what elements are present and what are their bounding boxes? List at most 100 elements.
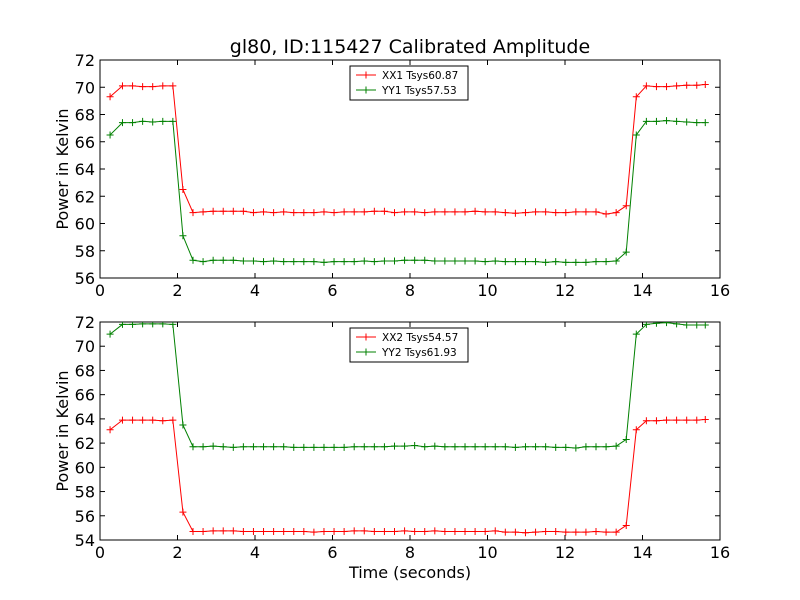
x-tick-label: 4 [250, 543, 260, 562]
data-point [350, 208, 358, 216]
data-point [199, 443, 207, 451]
data-point [622, 435, 630, 443]
data-point [411, 208, 419, 216]
data-point [300, 443, 308, 451]
data-point [106, 93, 114, 101]
data-point [280, 258, 288, 266]
data-point [139, 83, 147, 91]
series-line-1 [109, 418, 706, 534]
legend-label: YY2 Tsys61.93 [381, 347, 457, 359]
data-point [441, 528, 449, 536]
data-point [300, 209, 308, 217]
data-point [481, 208, 489, 216]
y-tick-label: 60 [75, 458, 95, 477]
data-point [219, 443, 227, 451]
data-point [249, 209, 257, 217]
data-point [511, 209, 519, 217]
x-tick-label: 16 [710, 543, 730, 562]
data-point [652, 117, 660, 125]
data-point [179, 232, 187, 240]
data-point [451, 528, 459, 536]
data-point [693, 322, 701, 329]
data-point [350, 258, 358, 266]
x-tick-label: 2 [172, 281, 182, 300]
data-point [169, 416, 177, 424]
data-point [572, 258, 580, 266]
data-point [219, 207, 227, 215]
y-tick-label: 62 [75, 434, 95, 453]
data-point [471, 207, 479, 215]
data-point [270, 443, 278, 451]
data-point [260, 258, 268, 266]
data-point [431, 257, 439, 265]
data-point [511, 443, 519, 451]
data-point [622, 521, 630, 529]
data-point [129, 82, 137, 90]
data-point [521, 443, 529, 451]
data-point [683, 81, 691, 89]
x-tick-label: 12 [555, 543, 575, 562]
data-point [149, 322, 157, 328]
data-point [380, 257, 388, 265]
data-point [663, 83, 671, 91]
data-point [169, 117, 177, 125]
data-point [612, 528, 620, 536]
data-point [632, 131, 640, 139]
data-point [350, 443, 358, 451]
data-point [330, 209, 338, 217]
data-point [260, 443, 268, 451]
data-point [118, 119, 126, 127]
data-point [330, 258, 338, 266]
data-point [239, 528, 247, 536]
data-point [552, 528, 560, 536]
data-point [106, 330, 114, 338]
data-point [663, 416, 671, 424]
data-point [471, 257, 479, 265]
data-point [320, 208, 328, 216]
data-point [461, 443, 469, 451]
data-point [199, 528, 207, 536]
x-tick-label: 10 [477, 543, 497, 562]
data-point [300, 258, 308, 266]
data-point [189, 528, 197, 536]
data-point [562, 258, 570, 266]
data-point [249, 257, 257, 265]
x-tick-label: 0 [95, 281, 105, 300]
y-tick-label: 56 [75, 269, 95, 288]
y-tick-label: 70 [75, 78, 95, 97]
data-point [461, 528, 469, 536]
data-point [340, 443, 348, 451]
data-point [360, 257, 368, 265]
data-point [471, 528, 479, 536]
data-point [673, 82, 681, 90]
data-point [421, 209, 429, 217]
data-point [481, 528, 489, 536]
series-line-1 [109, 84, 706, 215]
data-point [360, 208, 368, 216]
data-point [129, 119, 137, 127]
data-point [441, 208, 449, 216]
data-point [411, 442, 419, 450]
data-point [229, 207, 237, 215]
y-tick-label: 58 [75, 483, 95, 502]
y-axis-label: Power in Kelvin [53, 370, 72, 491]
data-point [199, 258, 207, 266]
data-point [159, 117, 167, 125]
y-tick-label: 62 [75, 187, 95, 206]
data-point [270, 209, 278, 217]
data-point [249, 443, 257, 451]
data-point [391, 257, 398, 265]
data-point [169, 322, 177, 328]
data-point [179, 508, 187, 516]
legend-marker [362, 86, 370, 94]
data-point [693, 416, 701, 424]
data-point [118, 322, 126, 328]
data-point [451, 208, 459, 216]
data-point [118, 82, 126, 90]
data-point [612, 209, 620, 217]
data-point [159, 417, 167, 425]
data-point [179, 185, 187, 193]
data-point [209, 256, 217, 264]
